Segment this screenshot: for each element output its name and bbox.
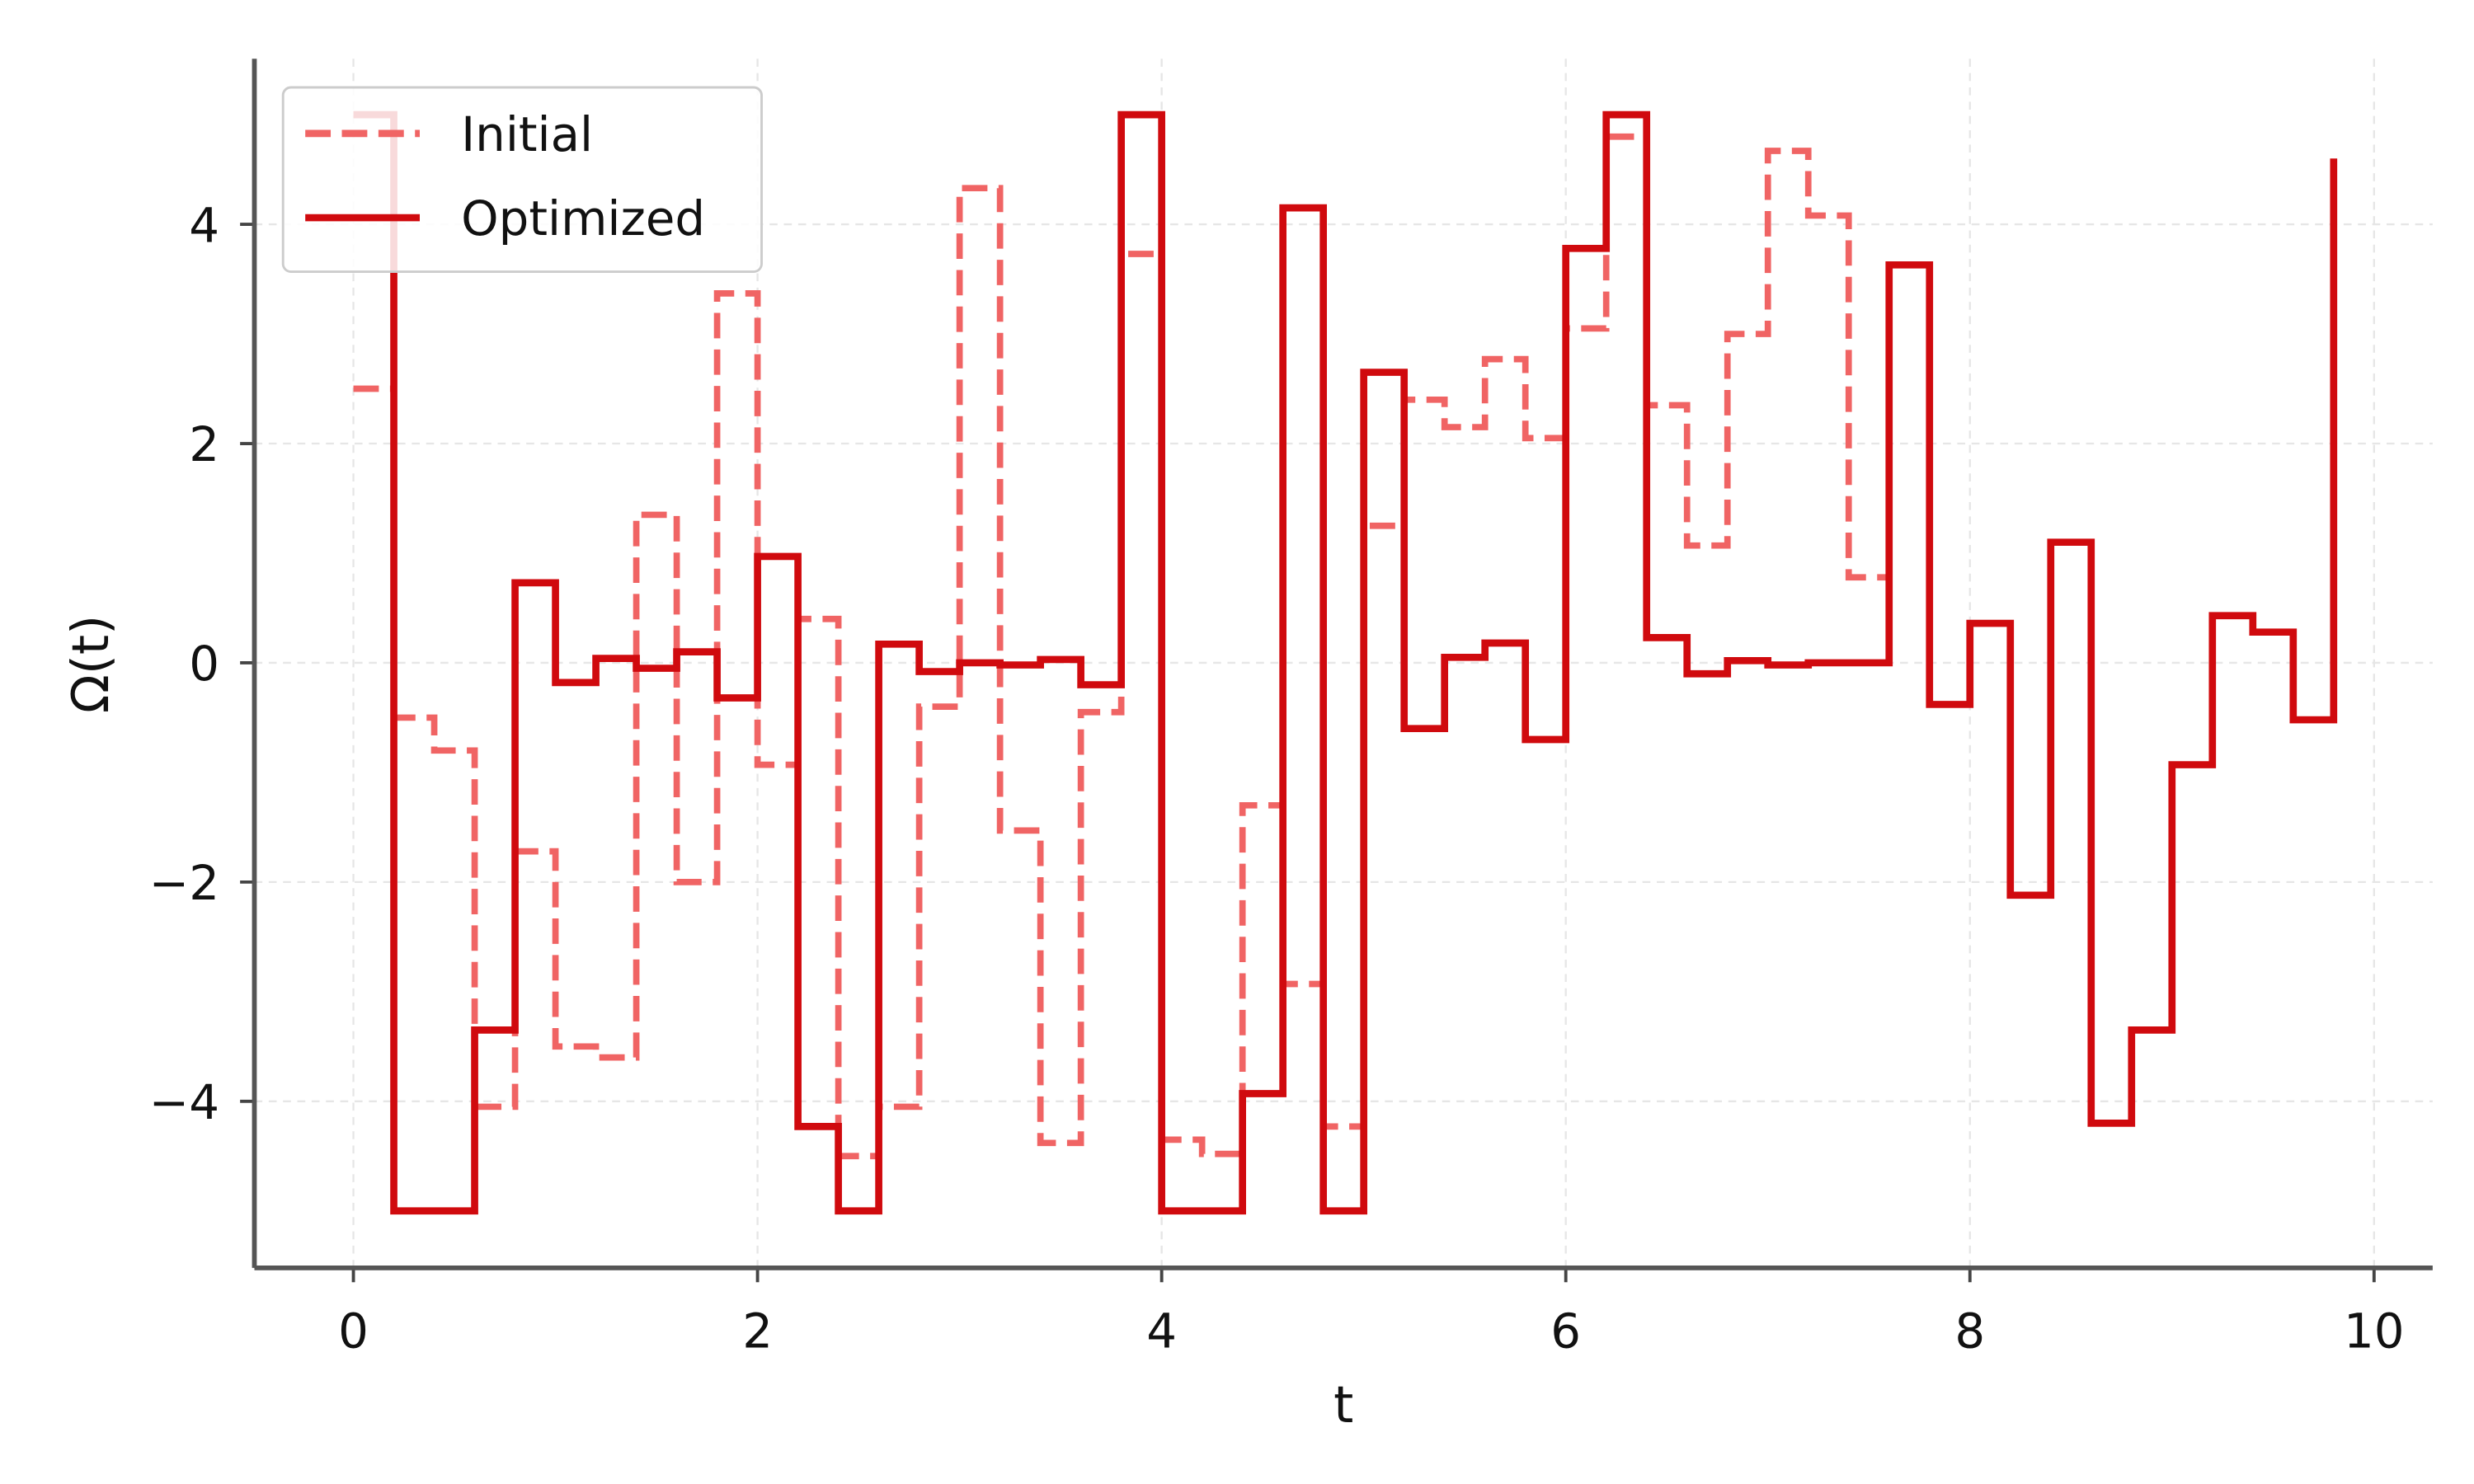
x-tick-label: 0 <box>338 1303 369 1359</box>
y-tick-label: 4 <box>189 197 219 253</box>
y-tick-label: 2 <box>189 416 219 472</box>
y-tick-label: 0 <box>189 636 219 692</box>
x-tick-label: 4 <box>1146 1303 1177 1359</box>
x-axis-label: t <box>1333 1375 1353 1435</box>
y-axis-label: Ω(t) <box>61 615 120 713</box>
x-tick-label: 6 <box>1550 1303 1581 1359</box>
y-tick-label: −2 <box>149 855 219 911</box>
x-tick-label: 10 <box>2344 1303 2405 1359</box>
legend-label: Optimized <box>461 190 705 247</box>
legend: Initial Optimized <box>281 86 763 273</box>
y-tick-label: −4 <box>149 1074 219 1130</box>
series-line <box>353 110 2338 1215</box>
legend-label: Initial <box>461 106 593 162</box>
x-tick-label: 8 <box>1954 1303 1985 1359</box>
x-tick-label: 2 <box>742 1303 773 1359</box>
